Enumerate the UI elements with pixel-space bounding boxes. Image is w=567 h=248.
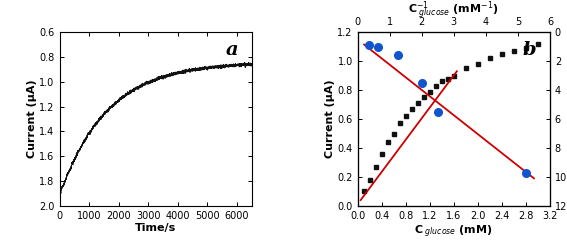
Text: a: a <box>226 41 238 59</box>
X-axis label: Time/s: Time/s <box>135 223 176 233</box>
X-axis label: C$_{\ glucose}^{-1}$ (mM$^{-1}$): C$_{\ glucose}^{-1}$ (mM$^{-1}$) <box>408 0 499 22</box>
Y-axis label: Current (μA): Current (μA) <box>27 80 36 158</box>
Text: b: b <box>523 41 536 59</box>
X-axis label: C$_{\ glucose}$ (mM): C$_{\ glucose}$ (mM) <box>414 223 493 240</box>
Y-axis label: Current (μA): Current (μA) <box>325 80 335 158</box>
